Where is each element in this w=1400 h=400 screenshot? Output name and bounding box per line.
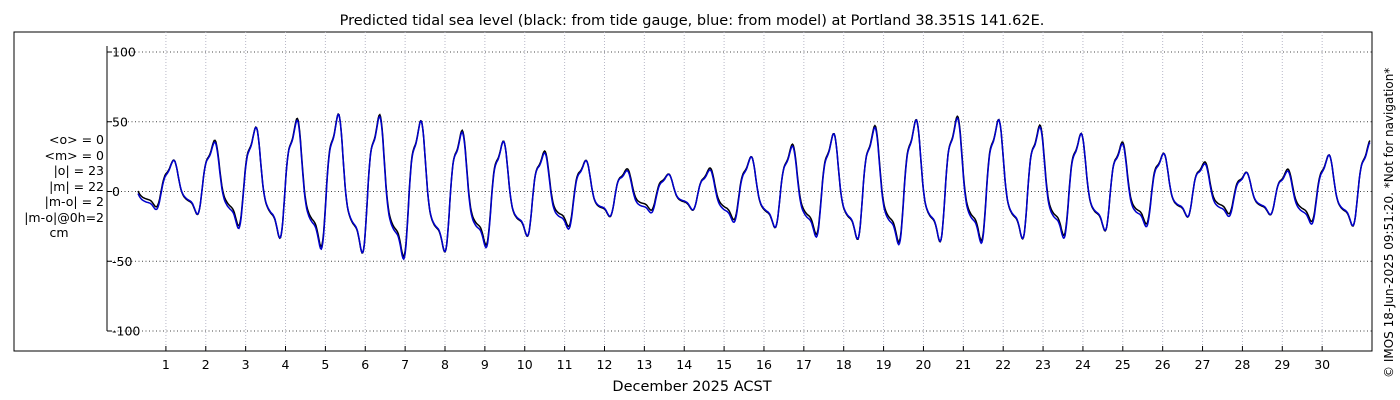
copyright-note: © IMOS 18-Jun-2025 09:51:20. *Not for na… — [1382, 67, 1396, 378]
x-tick-label: 6 — [361, 357, 369, 372]
x-tick-label: 14 — [676, 357, 692, 372]
stat-abs-model: |m| = 22 — [49, 178, 104, 194]
x-tick-label: 18 — [836, 357, 852, 372]
stat-abs-diff-0h: |m-o|@0h=2 — [24, 209, 104, 225]
stat-abs-diff: |m-o| = 2 — [44, 194, 104, 209]
stat-mean-observed: <o> = 0 — [49, 132, 104, 147]
stats-panel: <o> = 0 <m> = 0 |o| = 23 |m| = 22 |m-o| … — [14, 132, 104, 241]
y-tick-label: 100 — [112, 45, 136, 60]
x-tick-label: 22 — [995, 357, 1011, 372]
x-tick-label: 12 — [597, 357, 613, 372]
y-tick-label: -50 — [112, 254, 132, 269]
x-tick-label: 21 — [955, 357, 971, 372]
chart-title: Predicted tidal sea level (black: from t… — [340, 13, 1045, 29]
stat-mean-model: <m> = 0 — [44, 147, 105, 163]
x-axis-label: December 2025 ACST — [612, 379, 771, 395]
x-tick-label: 29 — [1274, 357, 1290, 372]
y-axis-ticks: -100 -50 0 50 100 — [107, 45, 140, 339]
x-tick-label: 4 — [282, 357, 290, 372]
x-tick-label: 9 — [481, 357, 489, 372]
grid-lines — [107, 32, 1372, 351]
y-tick-label: 50 — [112, 114, 128, 129]
y-tick-label: 0 — [112, 184, 120, 199]
x-tick-label: 17 — [796, 357, 812, 372]
x-tick-label: 16 — [756, 357, 772, 372]
x-axis-ticks: 1 2 3 4 5 6 7 8 9 10 11 12 13 14 15 16 17 18 19 20 21 22 23 24 2… — [162, 346, 1330, 372]
stat-abs-observed: |o| = 23 — [53, 163, 104, 178]
series-line-model — [137, 113, 1371, 261]
x-tick-label: 8 — [441, 357, 449, 372]
x-tick-label: 23 — [1035, 357, 1051, 372]
x-tick-label: 20 — [915, 357, 931, 372]
x-tick-label: 28 — [1234, 357, 1250, 372]
x-tick-label: 5 — [321, 357, 329, 372]
x-tick-label: 13 — [636, 357, 652, 372]
x-tick-label: 30 — [1314, 357, 1330, 372]
x-tick-label: 7 — [401, 357, 409, 372]
stat-unit: cm — [49, 225, 69, 240]
x-tick-label: 26 — [1155, 357, 1171, 372]
x-tick-label: 15 — [716, 357, 732, 372]
x-tick-label: 27 — [1195, 357, 1211, 372]
x-tick-label: 3 — [242, 357, 250, 372]
y-tick-label: -100 — [112, 324, 140, 339]
x-tick-label: 19 — [876, 357, 892, 372]
x-tick-label: 25 — [1115, 357, 1131, 372]
x-tick-label: 1 — [162, 357, 170, 372]
x-tick-label: 10 — [517, 357, 533, 372]
x-tick-label: 2 — [202, 357, 210, 372]
x-tick-label: 11 — [557, 357, 573, 372]
x-tick-label: 24 — [1075, 357, 1091, 372]
